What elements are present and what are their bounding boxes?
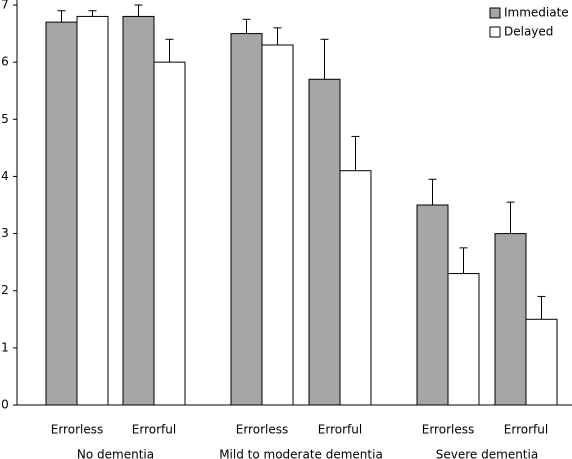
bar	[447, 273, 480, 406]
x-tick-label: Errorful	[504, 423, 548, 437]
bar	[76, 15, 109, 406]
y-tick-label: 1	[1, 340, 9, 354]
bar	[416, 204, 449, 406]
bar	[45, 21, 78, 406]
legend-swatch	[489, 7, 501, 19]
bar	[494, 233, 527, 406]
legend-swatch	[489, 26, 501, 38]
bar	[339, 170, 372, 406]
x-tick-label: Errorless	[236, 423, 288, 437]
y-tick-label: 6	[1, 55, 9, 69]
bar	[122, 15, 155, 406]
bar	[261, 44, 294, 406]
group-label: Severe dementia	[436, 448, 538, 459]
bar	[230, 33, 263, 406]
y-tick-label: 7	[1, 0, 9, 12]
group-label: No dementia	[77, 448, 154, 459]
legend-label: Immediate	[504, 6, 569, 20]
y-tick-label: 2	[1, 283, 9, 297]
y-tick-label: 5	[1, 112, 9, 126]
x-tick-label: Errorful	[132, 423, 176, 437]
legend-label: Delayed	[504, 25, 553, 39]
bar	[525, 318, 558, 406]
x-tick-label: Errorless	[422, 423, 474, 437]
x-tick-label: Errorful	[318, 423, 362, 437]
group-label: Mild to moderate dementia	[219, 448, 383, 459]
y-tick-label: 4	[1, 169, 9, 183]
x-tick-label: Errorless	[51, 423, 103, 437]
bar	[308, 78, 341, 406]
y-tick-label: 3	[1, 226, 9, 240]
y-tick-label: 0	[1, 398, 9, 412]
bar	[153, 61, 186, 406]
